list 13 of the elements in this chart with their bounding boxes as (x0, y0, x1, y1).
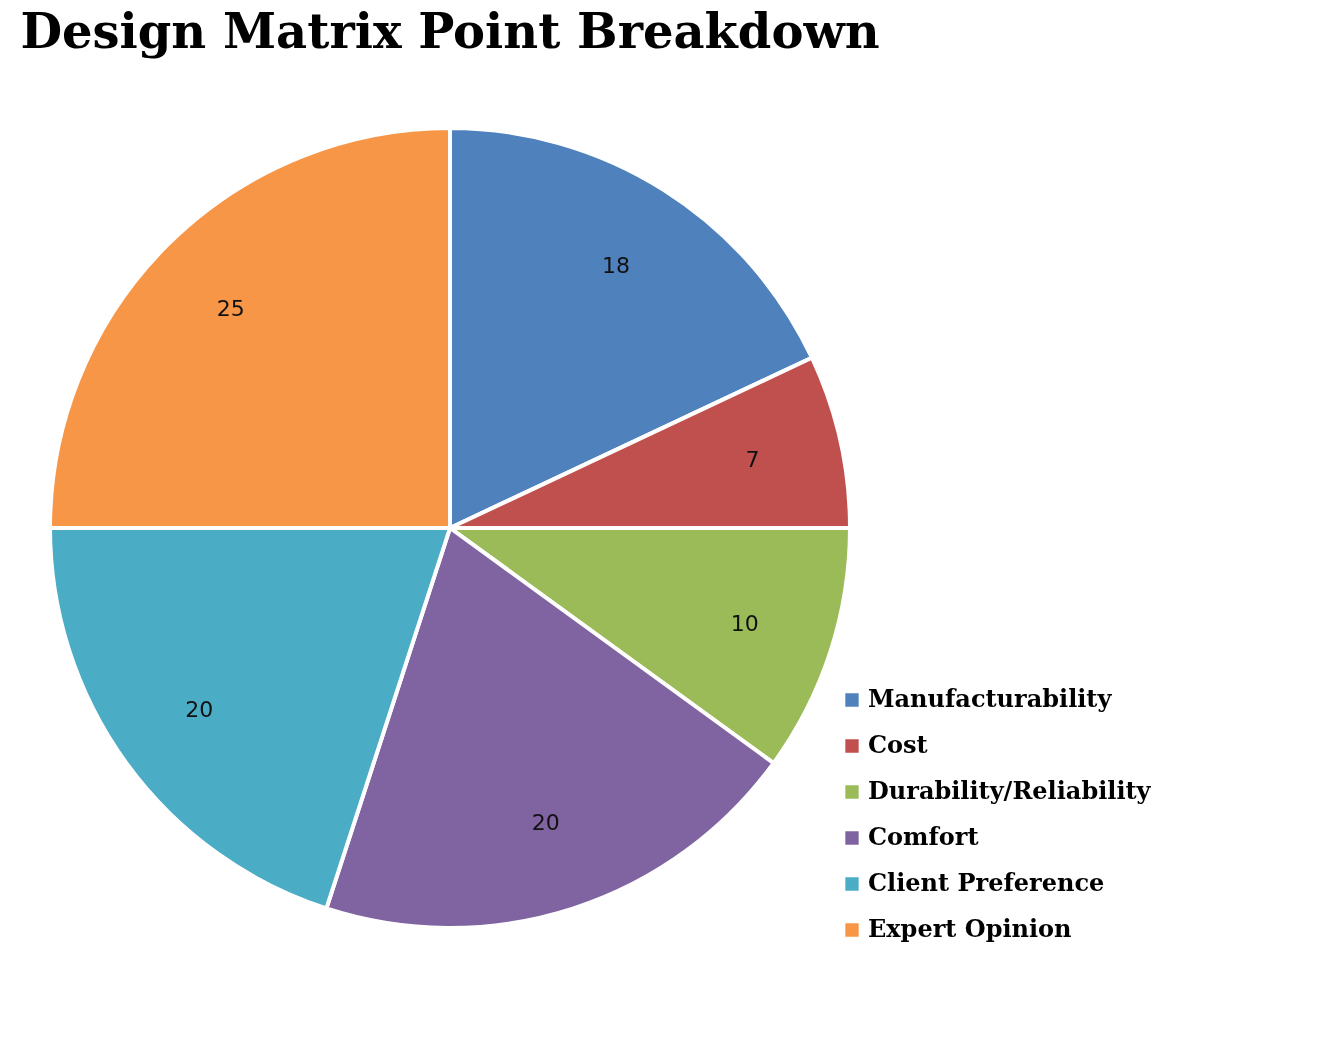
legend-label: Manufacturability (868, 684, 1113, 713)
data-label: 18 (602, 253, 631, 279)
legend-label: Client Preference (868, 868, 1105, 897)
legend-label: Comfort (868, 822, 979, 851)
chart-title: Design Matrix Point Breakdown (20, 3, 880, 59)
data-label: 20 (531, 809, 560, 835)
data-label: 7 (745, 447, 760, 473)
data-label: 20 (185, 697, 214, 723)
legend-label: Cost (868, 730, 928, 759)
legend-label: Durability/Reliability (868, 776, 1152, 805)
data-label: 25 (216, 295, 245, 321)
legend-label: Expert Opinion (868, 914, 1072, 943)
data-label: 10 (730, 610, 759, 636)
